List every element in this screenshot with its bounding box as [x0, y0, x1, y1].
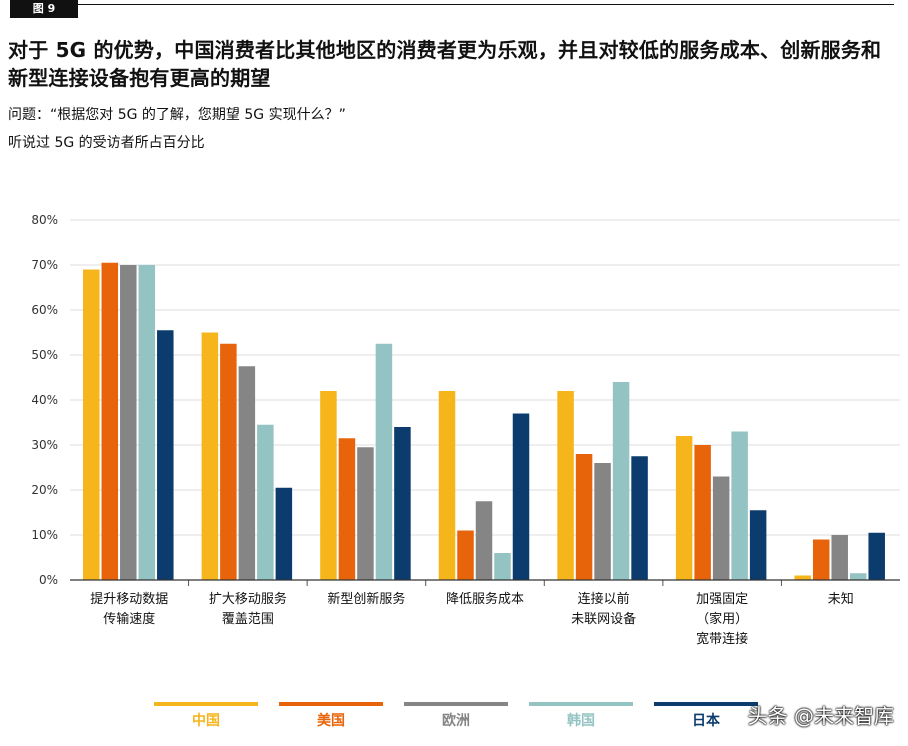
- bar-韩国-0: [138, 265, 156, 580]
- bar-韩国-3: [494, 553, 511, 580]
- bar-日本-2: [394, 427, 411, 580]
- y-tick-label: 20%: [31, 483, 58, 497]
- category-label: 降低服务成本: [446, 591, 524, 607]
- bar-韩国-2: [375, 343, 393, 580]
- category-label: 覆盖范围: [222, 612, 274, 627]
- y-tick-label: 60%: [31, 303, 58, 317]
- survey-question: 问题：“根据您对 5G 的了解，您期望 5G 实现什么？”: [8, 107, 346, 123]
- bar-欧洲-1: [238, 366, 256, 580]
- watermark: 头条 @未来智库: [747, 704, 894, 728]
- legend-swatch-美国: [279, 702, 383, 706]
- legend-label-美国: 美国: [317, 712, 345, 729]
- legend-swatch-日本: [654, 702, 758, 706]
- bar-欧洲-3: [475, 501, 493, 580]
- category-label: （家用）: [696, 611, 748, 627]
- bar-日本-6: [868, 532, 885, 580]
- bar-中国-0: [83, 269, 100, 580]
- bar-日本-4: [631, 456, 648, 580]
- bar-日本-1: [275, 487, 293, 580]
- bar-欧洲-2: [357, 447, 374, 580]
- category-label: 宽带连接: [696, 631, 748, 647]
- bar-日本-5: [749, 510, 767, 580]
- bar-韩国-1: [257, 424, 274, 580]
- y-tick-label: 50%: [31, 348, 58, 362]
- y-tick-label: 0%: [39, 573, 58, 587]
- bar-美国-2: [338, 438, 356, 580]
- bar-美国-4: [575, 454, 593, 580]
- bar-美国-1: [220, 343, 237, 580]
- bar-欧洲-6: [831, 535, 848, 580]
- bar-韩国-6: [849, 573, 867, 580]
- bar-中国-6: [794, 575, 811, 580]
- category-label: 未联网设备: [571, 611, 636, 627]
- legend-swatch-韩国: [529, 702, 633, 706]
- category-label: 未知: [828, 591, 854, 607]
- top-rule: [78, 4, 894, 5]
- bar-日本-0: [157, 330, 174, 580]
- legend-label-日本: 日本: [692, 712, 721, 729]
- legend-label-欧洲: 欧洲: [442, 712, 470, 729]
- y-tick-label: 70%: [31, 258, 58, 272]
- bar-欧洲-4: [594, 463, 611, 580]
- legend-swatch-中国: [154, 702, 258, 706]
- category-label: 连接以前: [578, 591, 630, 607]
- category-label: 扩大移动服务: [209, 591, 287, 607]
- bar-中国-4: [557, 391, 574, 580]
- bar-美国-3: [457, 530, 474, 580]
- y-tick-label: 30%: [31, 438, 58, 452]
- bar-日本-3: [512, 413, 530, 580]
- category-label: 新型创新服务: [327, 591, 405, 607]
- legend-label-韩国: 韩国: [567, 712, 595, 729]
- figure-label: 图 9: [10, 0, 78, 18]
- chart-title: 对于 5G 的优势，中国消费者比其他地区的消费者更为乐观，并且对较低的服务成本、…: [8, 38, 882, 90]
- y-tick-label: 10%: [31, 528, 58, 542]
- bar-韩国-4: [612, 382, 630, 580]
- bar-美国-6: [812, 539, 830, 580]
- bar-中国-1: [201, 332, 219, 580]
- bar-中国-5: [675, 436, 693, 580]
- bar-中国-3: [438, 391, 456, 580]
- bar-欧洲-0: [120, 265, 137, 580]
- category-label: 提升移动数据: [90, 591, 168, 607]
- chart-note: 听说过 5G 的受访者所占百分比: [8, 135, 205, 151]
- legend-label-中国: 中国: [192, 712, 220, 729]
- bar-韩国-5: [731, 431, 748, 580]
- y-tick-label: 80%: [31, 213, 58, 227]
- bar-美国-5: [694, 445, 711, 580]
- bar-欧洲-5: [712, 476, 730, 580]
- bar-美国-0: [101, 262, 119, 580]
- bar-中国-2: [320, 391, 337, 580]
- legend-swatch-欧洲: [404, 702, 508, 706]
- category-label: 传输速度: [103, 611, 155, 627]
- category-label: 加强固定: [696, 592, 748, 607]
- y-tick-label: 40%: [31, 393, 58, 407]
